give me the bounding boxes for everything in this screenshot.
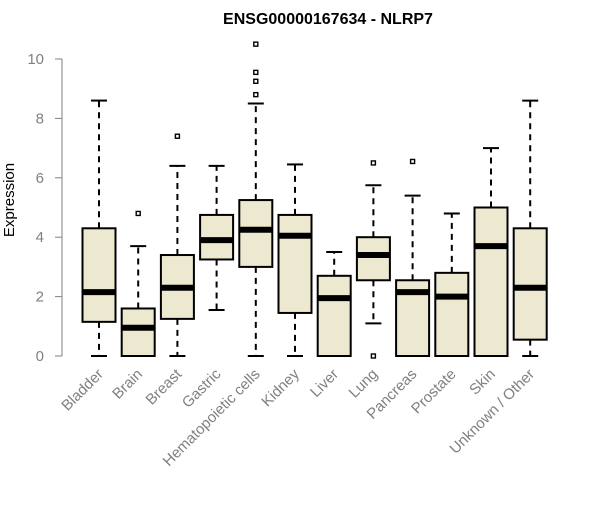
y-tick-label: 0 xyxy=(36,348,44,365)
x-tick-label: Liver xyxy=(307,366,342,401)
y-tick-label: 2 xyxy=(36,289,44,306)
x-tick-label: Kidney xyxy=(258,365,303,410)
box-kidney xyxy=(277,163,313,357)
box-bladder xyxy=(81,99,117,357)
outlier-point xyxy=(409,158,416,165)
box-iqr xyxy=(512,227,548,341)
box-iqr xyxy=(316,274,352,357)
outlier-point xyxy=(174,133,181,139)
box-iqr xyxy=(434,271,470,357)
outlier-point xyxy=(253,78,259,84)
y-axis-label: Expression xyxy=(1,163,18,237)
x-tick-label: Brain xyxy=(109,366,146,403)
box-iqr xyxy=(81,227,117,323)
outlier-point xyxy=(370,160,377,166)
y-tick-label: 8 xyxy=(36,110,44,127)
y-tick-label: 10 xyxy=(27,51,44,68)
x-tick-label: Skin xyxy=(466,366,499,399)
box-iqr xyxy=(473,206,509,357)
x-tick-label: Breast xyxy=(143,365,186,408)
box-pancreas xyxy=(395,158,431,358)
box-hematopoietic-cells xyxy=(238,41,274,357)
box-liver xyxy=(316,251,352,357)
outlier-point xyxy=(370,353,377,359)
box-gastric xyxy=(199,164,235,311)
box-lung xyxy=(355,160,391,359)
box-iqr xyxy=(277,213,313,314)
outlier-point xyxy=(253,91,259,98)
x-tick-label: Lung xyxy=(346,366,382,402)
outlier-point xyxy=(253,41,259,47)
box-series xyxy=(81,41,548,359)
y-tick-label: 6 xyxy=(36,170,44,187)
box-iqr xyxy=(355,236,391,282)
box-brain xyxy=(120,210,156,358)
box-prostate xyxy=(434,212,470,357)
outlier-point xyxy=(253,69,259,76)
outlier-point xyxy=(135,210,141,217)
box-iqr xyxy=(120,307,156,358)
y-axis: 0 2 4 6 8 10 xyxy=(27,51,63,365)
y-tick-label: 4 xyxy=(36,229,44,246)
chart-title: ENSG00000167634 - NLRP7 xyxy=(223,11,433,28)
box-breast xyxy=(159,133,195,357)
x-tick-label: Bladder xyxy=(58,366,107,415)
box-unknown-other xyxy=(512,99,548,357)
box-skin xyxy=(473,147,509,357)
box-iqr xyxy=(238,199,274,268)
